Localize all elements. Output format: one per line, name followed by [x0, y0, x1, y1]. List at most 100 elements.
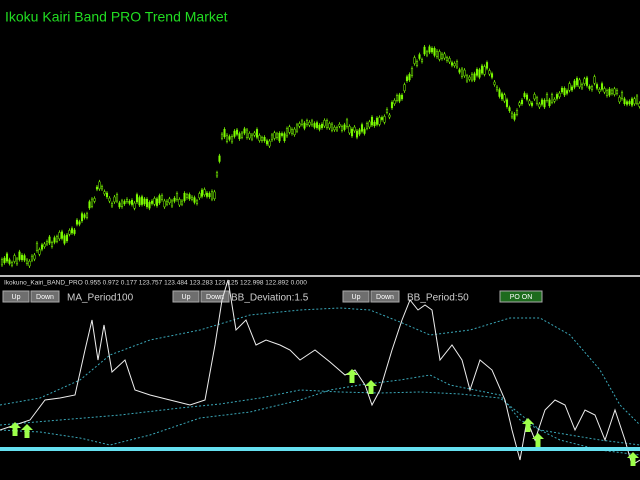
toggle-button[interactable]: [499, 290, 543, 303]
candle-body: [73, 229, 76, 234]
up-button-label[interactable]: Up: [352, 294, 361, 301]
down-button[interactable]: [370, 290, 400, 303]
candle-body: [570, 86, 574, 91]
candle-body: [193, 197, 196, 203]
candle-body: [120, 200, 124, 207]
toggle-button-label[interactable]: PO ON: [510, 294, 533, 301]
candle-body: [405, 76, 409, 81]
candle-body: [468, 76, 471, 80]
candle-body: [558, 92, 561, 98]
candle-body: [473, 73, 476, 81]
candle-body: [223, 129, 226, 138]
candle-body: [445, 57, 449, 61]
candle-body: [498, 89, 501, 97]
candle-body: [600, 83, 604, 90]
candle-body: [390, 102, 394, 109]
candle-body: [20, 254, 24, 261]
candle-body: [420, 59, 424, 62]
candle-body: [60, 231, 64, 239]
candle-body: [63, 235, 66, 244]
candle-body: [238, 133, 241, 140]
candle-body: [435, 50, 439, 57]
candle-body: [598, 88, 601, 93]
candle-body: [135, 194, 139, 203]
candle-body: [443, 53, 446, 59]
candle-body: [545, 93, 549, 101]
candle-body: [138, 197, 141, 206]
candle-body: [528, 100, 531, 105]
candle-body: [565, 90, 569, 94]
candle-body: [170, 200, 174, 207]
candle-body: [180, 200, 184, 205]
candle-body: [235, 129, 239, 135]
candle-body: [375, 117, 379, 125]
candle-body: [490, 73, 494, 78]
candle-body: [148, 202, 151, 209]
candle-body: [40, 244, 44, 250]
candle-body: [523, 93, 526, 98]
up-button-label[interactable]: Up: [182, 294, 191, 301]
up-button-label[interactable]: Up: [12, 294, 21, 301]
down-button-label[interactable]: Down: [206, 294, 224, 301]
candle-body: [333, 126, 336, 131]
candle-body: [345, 119, 349, 127]
candle-body: [633, 98, 636, 105]
candle-body: [458, 69, 461, 73]
candle-body: [440, 53, 444, 60]
candle-body: [90, 198, 94, 207]
candle-body: [5, 253, 9, 262]
up-button[interactable]: [172, 290, 200, 303]
candle-body: [230, 136, 234, 143]
candle-body: [263, 137, 266, 141]
up-arrow: [532, 433, 544, 447]
down-button-label[interactable]: Down: [376, 294, 394, 301]
down-button[interactable]: [30, 290, 60, 303]
up-button[interactable]: [342, 290, 370, 303]
candle-body: [153, 198, 156, 205]
candle-body: [183, 193, 186, 201]
candle-body: [150, 200, 154, 204]
candle-body: [625, 101, 629, 105]
down-button[interactable]: [200, 290, 230, 303]
candle-body: [30, 255, 34, 261]
candle-body: [305, 120, 309, 125]
candle-body: [583, 78, 586, 85]
candle-body: [45, 241, 49, 245]
candle-body: [100, 186, 104, 190]
candle-body: [210, 191, 214, 200]
candle-body: [290, 129, 294, 134]
candle-body: [10, 262, 14, 266]
candle-body: [50, 242, 54, 247]
candle-body: [28, 261, 31, 267]
candle-body: [543, 99, 546, 108]
candle-body: [363, 129, 366, 134]
candle-body: [188, 194, 191, 200]
candle-body: [118, 202, 121, 208]
candle-body: [268, 140, 271, 147]
candle-body: [605, 90, 609, 96]
candle-body: [575, 78, 579, 86]
candle-body: [460, 68, 464, 77]
candle-body: [403, 84, 406, 92]
candle-body: [288, 126, 291, 133]
candle-body: [630, 98, 634, 106]
down-button-label[interactable]: Down: [36, 294, 54, 301]
candle-body: [355, 130, 359, 138]
candle-body: [280, 133, 284, 136]
up-button[interactable]: [2, 290, 30, 303]
candle-body: [608, 88, 611, 96]
candle-body: [200, 189, 204, 197]
candle-body: [195, 200, 199, 204]
candle-body: [145, 198, 149, 207]
candle-body: [360, 124, 364, 132]
candle-body: [613, 88, 616, 95]
candle-body: [248, 133, 251, 139]
candle-body: [513, 113, 516, 120]
candle-body: [273, 132, 276, 139]
candle-body: [300, 120, 304, 125]
candle-body: [470, 73, 474, 81]
candle-body: [293, 128, 296, 135]
candle-body: [593, 76, 596, 84]
candle-body: [525, 94, 529, 100]
candle-body: [588, 86, 591, 89]
